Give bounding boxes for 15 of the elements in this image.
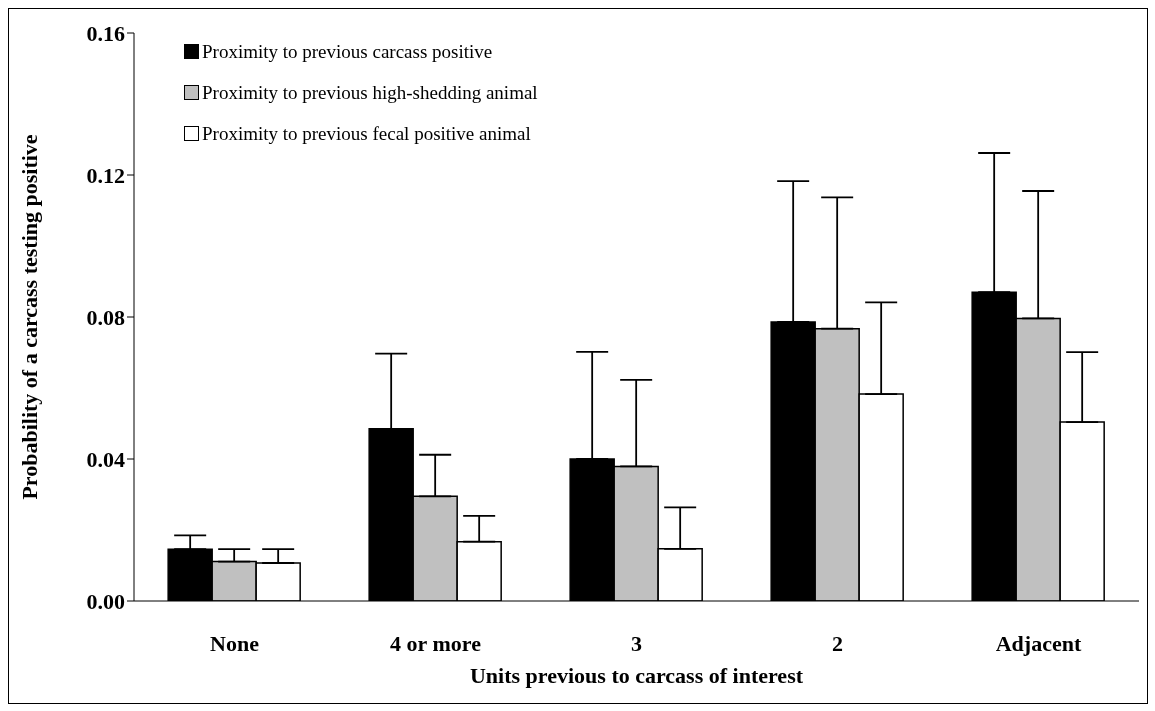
x-tick-label: Adjacent <box>995 630 1082 656</box>
x-tick-label: 3 <box>631 630 642 656</box>
y-tick-label: 0.04 <box>86 446 125 472</box>
x-tick-label: 2 <box>832 630 843 656</box>
x-tick-label: 4 or more <box>390 630 482 656</box>
x-tick-label: None <box>210 630 260 656</box>
y-tick-label: 0.00 <box>86 588 125 614</box>
y-tick-label: 0.12 <box>86 162 125 188</box>
legend-label: Proximity to previous fecal positive animal <box>202 122 531 145</box>
x-axis-title: Units previous to carcass of interest <box>469 663 804 688</box>
legend-label: Proximity to previous high-shedding animal <box>202 81 538 104</box>
legend-label: Proximity to previous carcass positive <box>202 40 493 63</box>
y-tick-label: 0.16 <box>86 20 125 46</box>
y-axis-title: Probability of a carcass testing positive <box>16 134 42 500</box>
y-tick-label: 0.08 <box>86 304 125 330</box>
